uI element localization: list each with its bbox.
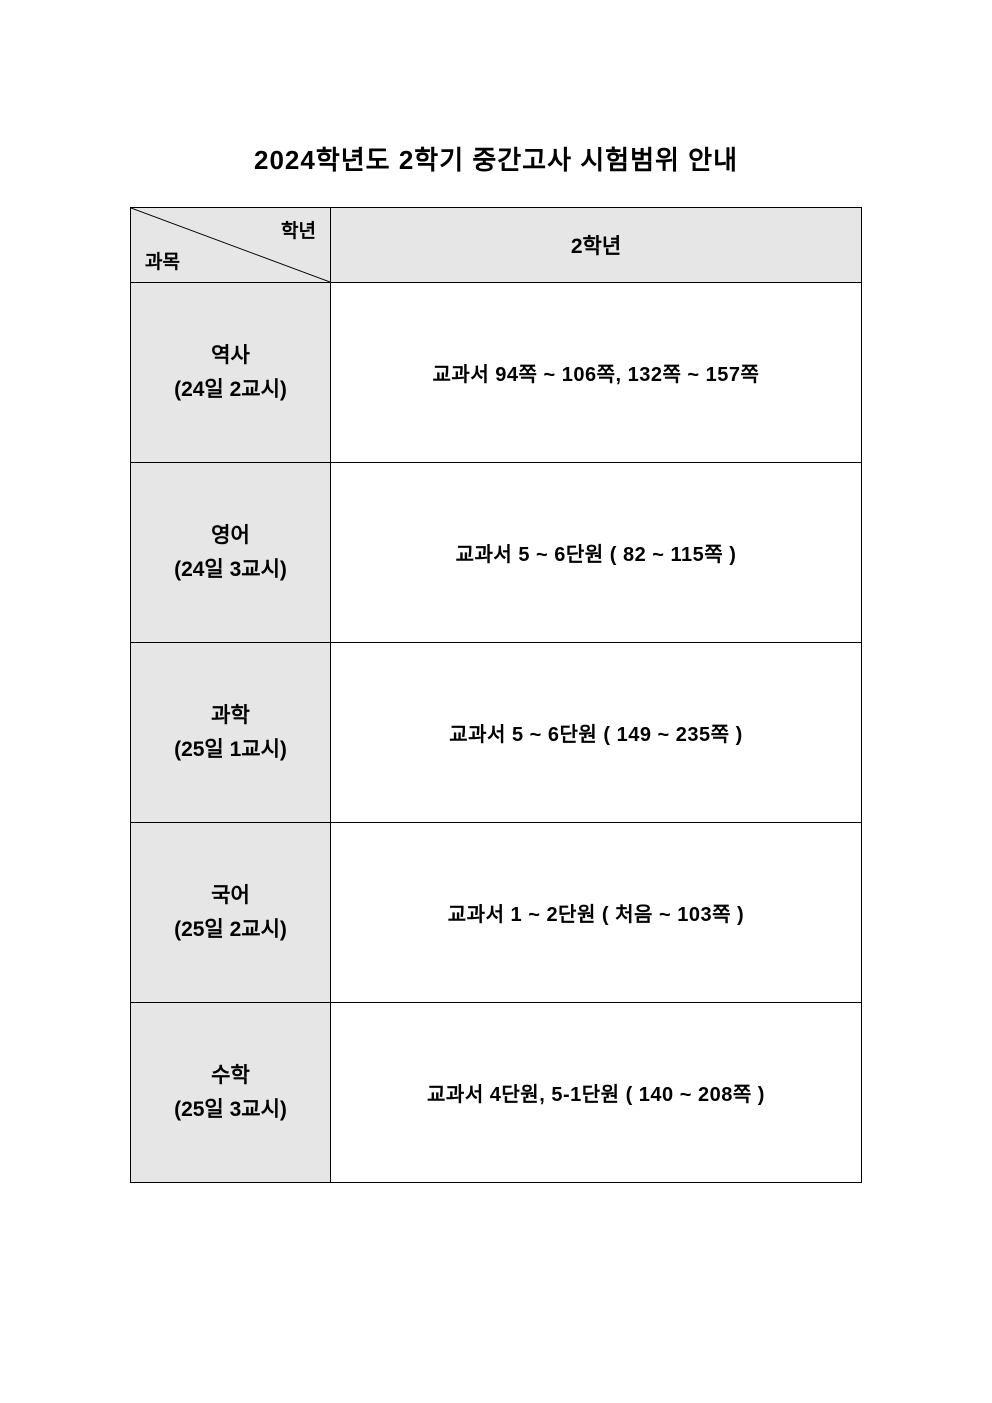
- subject-schedule: (24일 2교시): [174, 378, 287, 401]
- header-subject-label: 과목: [145, 247, 180, 274]
- content-cell: 교과서 1 ~ 2단원 ( 처음 ~ 103쪽 ): [331, 823, 862, 1003]
- subject-cell: 수학 (25일 3교시): [131, 1003, 331, 1183]
- subject-cell: 영어 (24일 3교시): [131, 463, 331, 643]
- table-header-row: 학년 과목 2학년: [131, 208, 862, 283]
- subject-name: 역사: [211, 344, 250, 367]
- subject-name: 수학: [211, 1064, 250, 1087]
- table-body: 역사 (24일 2교시) 교과서 94쪽 ~ 106쪽, 132쪽 ~ 157쪽…: [131, 283, 862, 1183]
- table-row: 수학 (25일 3교시) 교과서 4단원, 5-1단원 ( 140 ~ 208쪽…: [131, 1003, 862, 1183]
- content-cell: 교과서 94쪽 ~ 106쪽, 132쪽 ~ 157쪽: [331, 283, 862, 463]
- subject-name: 영어: [211, 524, 250, 547]
- subject-schedule: (25일 1교시): [174, 738, 287, 761]
- subject-cell: 역사 (24일 2교시): [131, 283, 331, 463]
- content-cell: 교과서 4단원, 5-1단원 ( 140 ~ 208쪽 ): [331, 1003, 862, 1183]
- content-cell: 교과서 5 ~ 6단원 ( 149 ~ 235쪽 ): [331, 643, 862, 823]
- header-grade-label: 학년: [281, 216, 316, 243]
- subject-cell: 과학 (25일 1교시): [131, 643, 331, 823]
- exam-range-table: 학년 과목 2학년 역사 (24일 2교시) 교과서 94쪽 ~ 106쪽, 1…: [130, 207, 862, 1183]
- table-row: 과학 (25일 1교시) 교과서 5 ~ 6단원 ( 149 ~ 235쪽 ): [131, 643, 862, 823]
- grade-column-header: 2학년: [331, 208, 862, 283]
- subject-cell: 국어 (25일 2교시): [131, 823, 331, 1003]
- subject-name: 국어: [211, 884, 250, 907]
- subject-schedule: (25일 2교시): [174, 918, 287, 941]
- table-row: 역사 (24일 2교시) 교과서 94쪽 ~ 106쪽, 132쪽 ~ 157쪽: [131, 283, 862, 463]
- diagonal-header-cell: 학년 과목: [131, 208, 331, 283]
- table-row: 영어 (24일 3교시) 교과서 5 ~ 6단원 ( 82 ~ 115쪽 ): [131, 463, 862, 643]
- content-cell: 교과서 5 ~ 6단원 ( 82 ~ 115쪽 ): [331, 463, 862, 643]
- subject-name: 과학: [211, 704, 250, 727]
- subject-schedule: (24일 3교시): [174, 558, 287, 581]
- page-title: 2024학년도 2학기 중간고사 시험범위 안내: [130, 140, 862, 177]
- subject-schedule: (25일 3교시): [174, 1098, 287, 1121]
- table-row: 국어 (25일 2교시) 교과서 1 ~ 2단원 ( 처음 ~ 103쪽 ): [131, 823, 862, 1003]
